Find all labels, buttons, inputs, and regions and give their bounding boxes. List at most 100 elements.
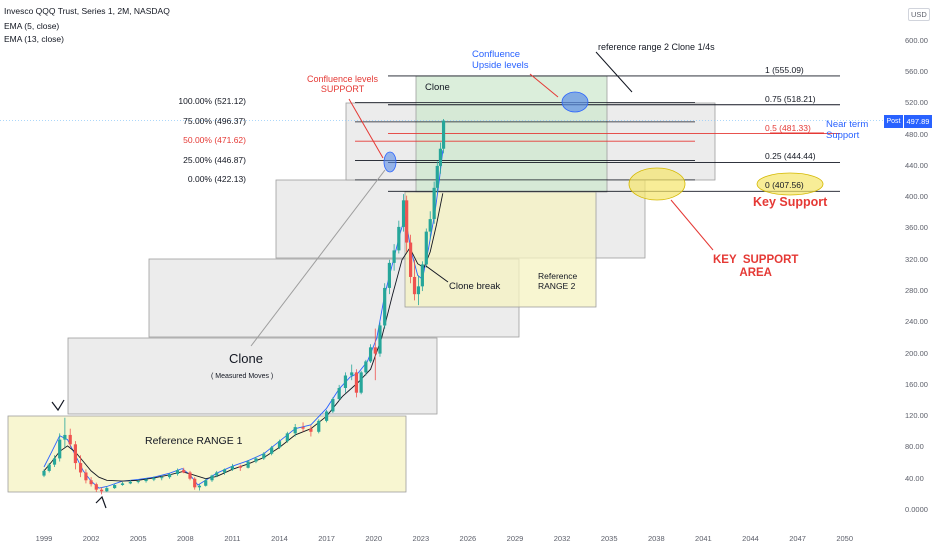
candle-body xyxy=(238,466,242,468)
candle xyxy=(317,419,321,434)
candle-body xyxy=(182,470,186,473)
candle-body xyxy=(309,428,313,432)
candle xyxy=(136,479,140,484)
arrow-ref-range2 xyxy=(595,51,633,93)
candle xyxy=(383,283,387,329)
currency-label[interactable]: USD xyxy=(908,8,930,21)
x-tick-label: 2005 xyxy=(129,534,147,543)
candle xyxy=(359,370,363,395)
candle xyxy=(215,470,219,478)
candle xyxy=(222,468,227,475)
fib-left-label: 0.00% (422.13) xyxy=(187,173,246,184)
candle xyxy=(78,455,83,478)
candle xyxy=(84,469,88,484)
fib-right-label: 0.75 (518.21) xyxy=(765,93,816,104)
candle xyxy=(175,468,180,476)
y-tick-label: 120.00 xyxy=(905,411,928,421)
arrow-confluence-support xyxy=(348,98,384,159)
candle-body xyxy=(405,200,409,243)
candle xyxy=(89,477,93,487)
candle xyxy=(210,474,214,482)
candle xyxy=(193,477,197,490)
x-tick-label: 2017 xyxy=(318,534,335,543)
candle xyxy=(412,259,417,301)
x-tick-label: 2002 xyxy=(82,534,100,543)
candle-body xyxy=(432,187,436,220)
fib-right-label: 0.25 (444.44) xyxy=(765,151,816,162)
x-tick-label: 2044 xyxy=(742,534,759,543)
candle xyxy=(238,464,242,471)
measured-move-boxes xyxy=(0,75,903,493)
fib-left-label: 50.00% (471.62) xyxy=(183,135,246,146)
candle xyxy=(230,463,234,471)
ema5-legend[interactable]: EMA (5, close) xyxy=(4,21,60,31)
candle-body xyxy=(270,447,274,454)
candle-body xyxy=(204,480,208,486)
candle xyxy=(182,467,186,474)
top-marker-arrow xyxy=(51,399,65,412)
y-tick-label: 560.00 xyxy=(905,67,928,77)
candle xyxy=(120,481,125,486)
y-tick-label: 40.00 xyxy=(905,473,924,483)
candle-body xyxy=(383,287,387,326)
ema13-legend[interactable]: EMA (13, close) xyxy=(4,34,64,44)
clone-measured-label: Clone xyxy=(229,351,263,366)
x-tick-label: 2011 xyxy=(224,534,241,543)
x-tick-label: 1999 xyxy=(35,534,53,543)
x-tick-label: 2047 xyxy=(789,534,806,543)
candle xyxy=(405,195,409,252)
candle xyxy=(354,369,359,398)
candle xyxy=(152,476,156,482)
candle-body xyxy=(128,481,132,484)
candle-body xyxy=(105,488,109,492)
reference-range2-box xyxy=(404,191,597,308)
candle-body xyxy=(262,453,266,459)
confluence-support-label: Confluence levels SUPPORT xyxy=(307,74,379,95)
candle-body xyxy=(317,420,321,432)
candle xyxy=(373,328,377,381)
candle xyxy=(188,470,192,481)
y-tick-label: 160.00 xyxy=(905,379,928,389)
candle-body xyxy=(337,388,341,399)
candle-body xyxy=(58,439,62,459)
candle-body xyxy=(401,200,406,227)
confluence-upside-ellipse xyxy=(561,91,589,113)
fib-right-label: 0 (407.56) xyxy=(765,180,804,191)
candle xyxy=(441,119,446,154)
candle xyxy=(392,244,396,271)
candle-body xyxy=(89,480,93,485)
candle xyxy=(270,445,274,456)
reference-range2-label: Reference RANGE 2 xyxy=(538,271,578,291)
bottom-marker-arrow xyxy=(95,495,107,509)
clone-break-label: Clone break xyxy=(449,281,501,292)
candle xyxy=(364,359,368,376)
candle xyxy=(100,487,104,495)
y-tick-label: 520.00 xyxy=(905,98,928,108)
candle xyxy=(420,261,424,292)
candle-body xyxy=(78,463,83,473)
candle-body xyxy=(113,484,117,489)
candle xyxy=(343,372,348,393)
candle-body xyxy=(222,469,227,473)
candle xyxy=(42,469,46,478)
near-term-support-label: Near term Support xyxy=(826,119,869,141)
candle-body xyxy=(408,242,413,277)
candle-body xyxy=(68,434,72,445)
fib-left-label: 75.00% (496.37) xyxy=(183,115,246,126)
candle-body xyxy=(193,478,197,488)
candle xyxy=(128,480,132,485)
candle-body xyxy=(285,433,289,442)
x-tick-label: 2020 xyxy=(365,534,383,543)
x-tick-label: 2029 xyxy=(506,534,524,543)
candle xyxy=(293,423,297,437)
candle xyxy=(277,439,282,450)
candle-body xyxy=(197,485,202,488)
candle xyxy=(68,428,72,448)
confluence-upside-label: Confluence Upside levels xyxy=(472,49,529,71)
x-tick-label: 2035 xyxy=(600,534,618,543)
x-tick-label: 2008 xyxy=(176,534,194,543)
candle-body xyxy=(392,250,396,263)
y-tick-label: 280.00 xyxy=(905,286,928,296)
candle-body xyxy=(368,347,373,362)
